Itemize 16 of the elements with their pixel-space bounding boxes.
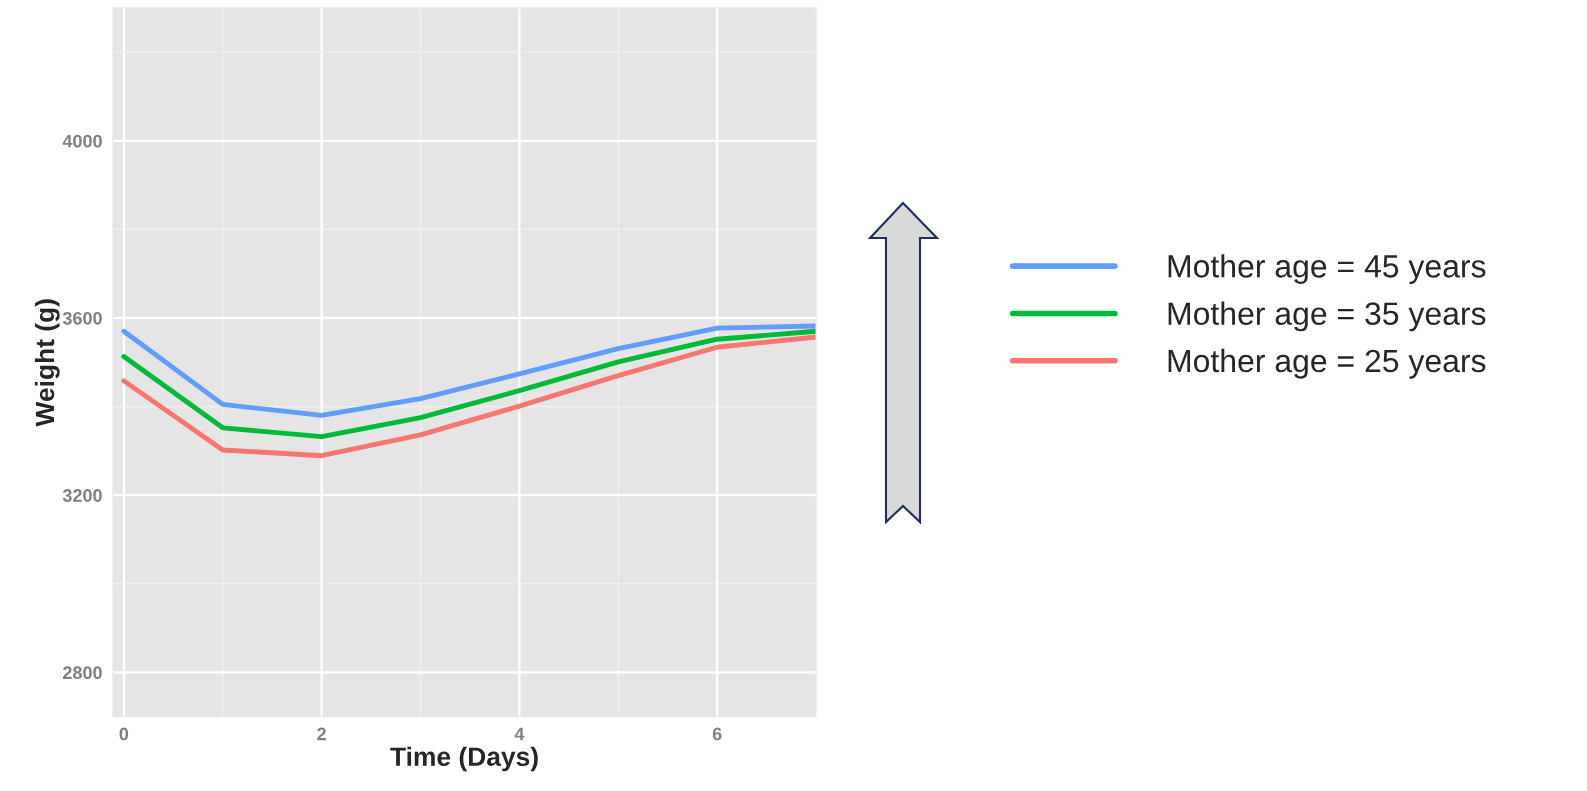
x-tick-label: 2 bbox=[317, 727, 326, 741]
y-axis-title: Weight (g) bbox=[34, 299, 60, 427]
y-tick-label: 3200 bbox=[62, 489, 102, 502]
legend-label: Mother age = 35 years bbox=[1168, 301, 1486, 332]
line-series bbox=[121, 328, 817, 440]
x-tick-label: 6 bbox=[712, 727, 722, 741]
legend-label: Mother age = 45 years bbox=[1168, 254, 1486, 284]
x-tick-label: 4 bbox=[514, 727, 525, 741]
line-series bbox=[121, 323, 817, 418]
legend-label: Mother age = 25 years bbox=[1168, 348, 1486, 379]
line-series bbox=[121, 334, 817, 459]
y-tick-label: 2800 bbox=[63, 666, 102, 680]
x-tick-label: 0 bbox=[119, 727, 129, 741]
y-tick-label: 3600 bbox=[62, 311, 102, 325]
x-axis-title: Time (Days) bbox=[390, 746, 538, 772]
y-tick-label: 4000 bbox=[62, 134, 102, 148]
